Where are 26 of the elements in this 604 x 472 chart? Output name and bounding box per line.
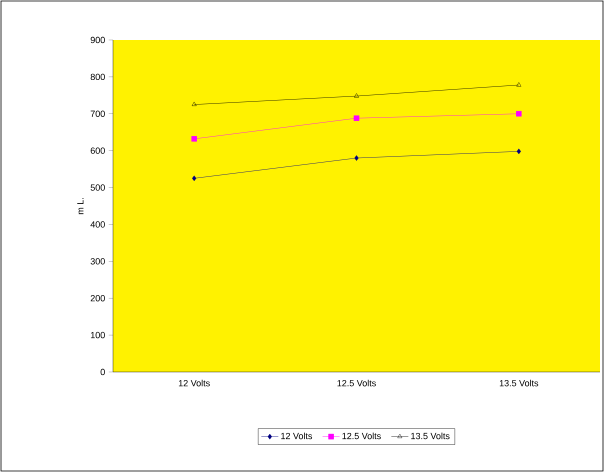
point [516,82,522,86]
legend-label: 13.5 Volts [411,432,450,440]
point [516,148,521,154]
y-tick-label: 100 [90,332,105,338]
point [354,93,359,98]
y-tick-label: 900 [90,36,105,44]
point [191,136,197,142]
y-tick-label: 500 [90,184,105,191]
y-tick-label: 600 [90,147,105,154]
point [192,176,196,182]
y-tick-label: 700 [90,110,105,117]
point [192,102,197,106]
y-tick-label: 400 [90,221,105,228]
point [516,110,522,117]
y-tick-label: 300 [90,258,105,264]
y-axis-title: m L. [77,198,84,214]
x-tick-label: 12 Volts [178,380,210,386]
y-tick-label: 200 [90,295,105,302]
point [354,115,360,121]
point [354,155,359,161]
x-tick-label: 12.5 Volts [338,380,376,386]
legend-label: 12 Volts [281,432,312,440]
y-tick-label: 800 [90,74,105,80]
legend-label: 12.5 Volts [342,432,381,440]
x-tick-label: 13.5 Volts [500,380,538,386]
y-tick-label: 0 [100,368,105,376]
